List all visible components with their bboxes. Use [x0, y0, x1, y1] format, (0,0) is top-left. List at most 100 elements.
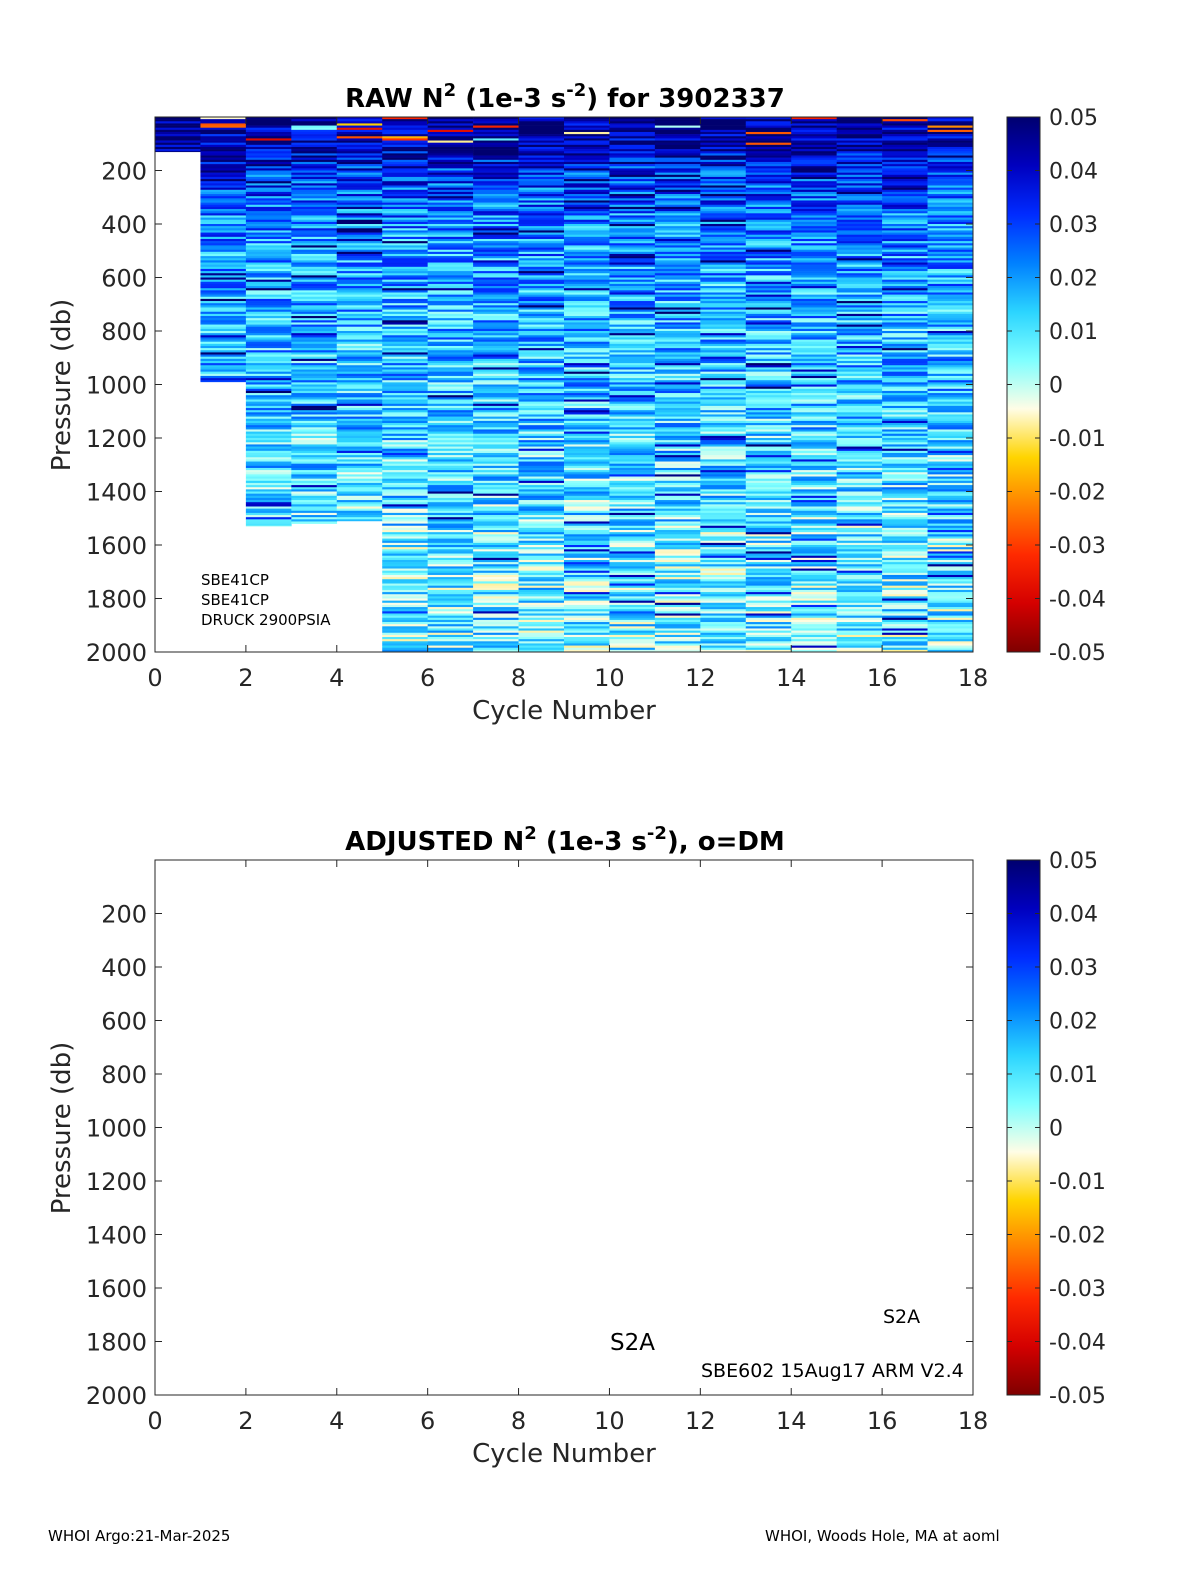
heatmap-cell	[382, 313, 428, 317]
heatmap-cell	[654, 294, 701, 298]
heatmap-cell	[882, 570, 928, 574]
heatmap-cell	[882, 423, 928, 426]
heatmap-cell	[654, 322, 701, 325]
heatmap-cell	[427, 626, 474, 629]
heatmap-cell	[836, 497, 883, 501]
heatmap-cell	[700, 408, 747, 411]
heatmap-cell	[745, 525, 792, 529]
heatmap-cell	[836, 253, 883, 257]
heatmap-cell	[473, 191, 519, 195]
heatmap-cell	[700, 356, 747, 360]
heatmap-cell	[473, 352, 519, 355]
heatmap-cell	[791, 446, 837, 449]
heatmap-cell	[336, 382, 383, 385]
heatmap-cell	[791, 373, 837, 377]
heatmap-cell	[382, 303, 428, 306]
heatmap-cell	[245, 138, 292, 141]
heatmap-cell	[245, 215, 292, 218]
heatmap-cell	[791, 277, 837, 280]
heatmap-cell	[609, 341, 656, 345]
heatmap-cell	[836, 613, 883, 616]
heatmap-cell	[882, 345, 928, 349]
heatmap-cell	[564, 134, 610, 137]
heatmap-cell	[836, 275, 883, 278]
heatmap-cell	[836, 168, 883, 171]
heatmap-cell	[927, 189, 974, 193]
heatmap-cell	[882, 551, 928, 554]
heatmap-cell	[836, 604, 883, 608]
heatmap-cell	[654, 545, 701, 548]
heatmap-cell	[654, 127, 701, 131]
heatmap-cell	[518, 121, 565, 124]
heatmap-cell	[518, 438, 565, 441]
heatmap-cell	[927, 577, 974, 580]
heatmap-cell	[836, 189, 883, 193]
heatmap-cell	[382, 510, 428, 514]
heatmap-cell	[245, 519, 292, 522]
heatmap-cell	[564, 639, 610, 642]
heatmap-cell	[245, 241, 292, 244]
heatmap-cell	[927, 572, 974, 576]
heatmap-cell	[700, 521, 747, 524]
heatmap-cell	[745, 232, 792, 235]
heatmap-cell	[609, 311, 656, 315]
heatmap-cell	[791, 474, 837, 477]
heatmap-cell	[927, 345, 974, 349]
heatmap-cell	[609, 440, 656, 443]
heatmap-cell	[654, 232, 701, 235]
heatmap-cell	[427, 131, 474, 135]
heatmap-cell	[882, 510, 928, 514]
adjusted-xtick-label: 18	[958, 1407, 989, 1435]
heatmap-cell	[882, 251, 928, 255]
heatmap-cell	[200, 159, 247, 163]
heatmap-cell	[291, 459, 338, 462]
heatmap-cell	[200, 245, 247, 248]
heatmap-cell	[791, 200, 837, 203]
heatmap-cell	[518, 399, 565, 402]
heatmap-cell	[518, 433, 565, 437]
heatmap-cell	[564, 429, 610, 432]
heatmap-cell	[609, 305, 656, 308]
heatmap-cell	[609, 568, 656, 571]
heatmap-cell	[700, 189, 747, 193]
heatmap-cell	[882, 596, 928, 599]
heatmap-cell	[518, 416, 565, 420]
footer-left: WHOI Argo:21-Mar-2025	[48, 1527, 231, 1545]
heatmap-cell	[336, 166, 383, 169]
heatmap-cell	[609, 649, 656, 653]
heatmap-cell	[382, 472, 428, 475]
heatmap-cell	[654, 292, 701, 295]
heatmap-cell	[473, 185, 519, 188]
heatmap-cell	[700, 592, 747, 595]
heatmap-cell	[700, 371, 747, 375]
heatmap-cell	[473, 189, 519, 193]
heatmap-cell	[427, 219, 474, 223]
heatmap-cell	[745, 611, 792, 614]
heatmap-cell	[518, 630, 565, 634]
heatmap-cell	[745, 215, 792, 218]
heatmap-cell	[200, 253, 247, 257]
heatmap-cell	[836, 279, 883, 283]
heatmap-cell	[927, 395, 974, 398]
heatmap-cell	[427, 266, 474, 270]
heatmap-cell	[427, 508, 474, 512]
heatmap-cell	[382, 204, 428, 208]
heatmap-cell	[382, 585, 428, 589]
heatmap-cell	[382, 555, 428, 559]
heatmap-cell	[336, 253, 383, 257]
heatmap-cell	[791, 615, 837, 619]
heatmap-cell	[427, 570, 474, 574]
heatmap-cell	[518, 568, 565, 571]
heatmap-cell	[427, 435, 474, 439]
heatmap-cell	[336, 305, 383, 308]
heatmap-cell	[745, 542, 792, 546]
heatmap-cell	[654, 176, 701, 180]
heatmap-cell	[245, 433, 292, 437]
heatmap-cell	[382, 198, 428, 201]
heatmap-cell	[882, 538, 928, 542]
heatmap-cell	[836, 530, 883, 533]
heatmap-cell	[700, 187, 747, 191]
heatmap-cell	[745, 324, 792, 328]
heatmap-cell	[745, 352, 792, 355]
heatmap-cell	[836, 512, 883, 516]
